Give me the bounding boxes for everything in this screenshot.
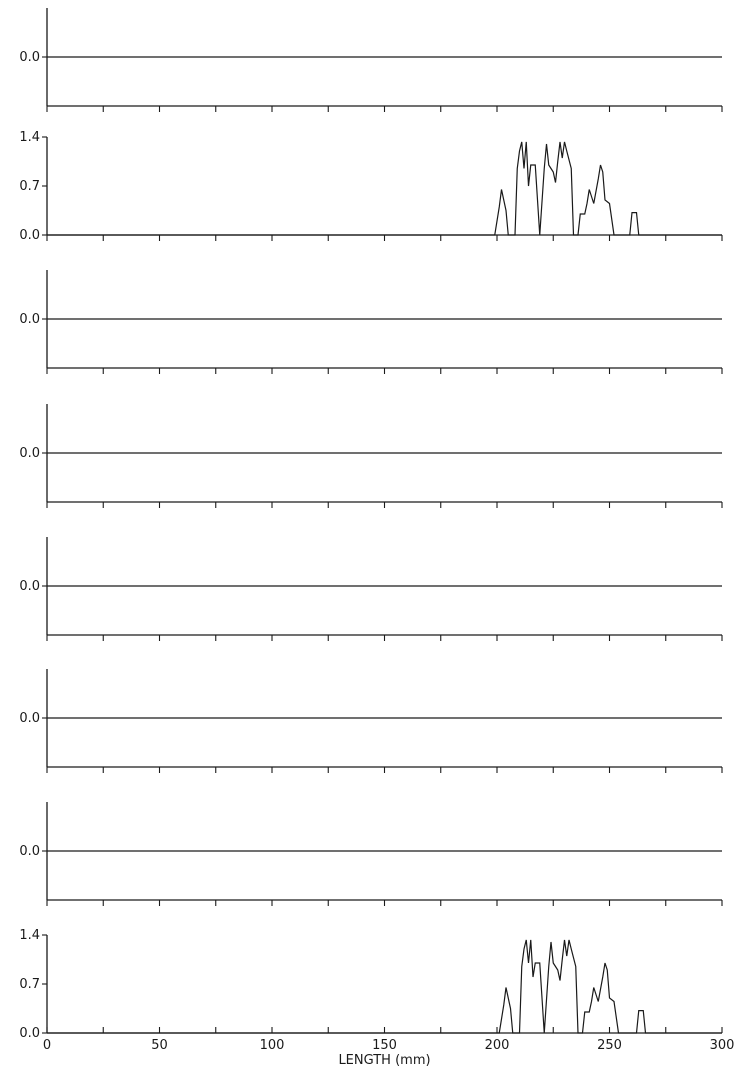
y-tick-label: 0.0 xyxy=(19,228,40,243)
panels-group: 0.01.40.70.00.00.00.00.00.01.40.70.00 50 1… xyxy=(19,8,734,1053)
x-tick-label: 200 xyxy=(485,1038,510,1053)
panel-7: 0.0 xyxy=(19,802,723,906)
x-tick-label: 300 xyxy=(710,1038,735,1053)
y-tick-label: 0.0 xyxy=(19,312,40,327)
x-tick-label: 150 xyxy=(372,1038,397,1053)
panel-2: 1.4 0.7 0.0 xyxy=(19,130,723,243)
y-tick-label: 0.7 xyxy=(19,179,40,194)
series-line xyxy=(47,141,722,236)
x-tick-label: 250 xyxy=(597,1038,622,1053)
panel-3: 0.0 xyxy=(19,270,723,374)
y-tick-label: 0.0 xyxy=(19,50,40,65)
y-tick-label: 0.7 xyxy=(19,977,40,992)
x-tick-label: 0 xyxy=(43,1038,51,1053)
y-tick-label: 0.0 xyxy=(19,579,40,594)
y-tick-label: 0.0 xyxy=(19,446,40,461)
x-axis-title: LENGTH (mm) xyxy=(338,1053,430,1068)
series-line xyxy=(47,939,722,1034)
panel-6: 0.0 xyxy=(19,669,723,773)
y-tick-label: 0.0 xyxy=(19,1026,40,1041)
panel-1: 0.0 xyxy=(19,8,723,112)
y-tick-label: 1.4 xyxy=(19,928,40,943)
x-tick-label: 100 xyxy=(260,1038,285,1053)
x-tick-label: 50 xyxy=(151,1038,168,1053)
panel-8: 1.4 0.7 0.00 50 100 150 200 250 300 xyxy=(19,928,734,1053)
y-tick-label: 1.4 xyxy=(19,130,40,145)
y-tick-label: 0.0 xyxy=(19,844,40,859)
y-tick-label: 0.0 xyxy=(19,711,40,726)
panel-4: 0.0 xyxy=(19,404,723,508)
panel-5: 0.0 xyxy=(19,537,723,641)
